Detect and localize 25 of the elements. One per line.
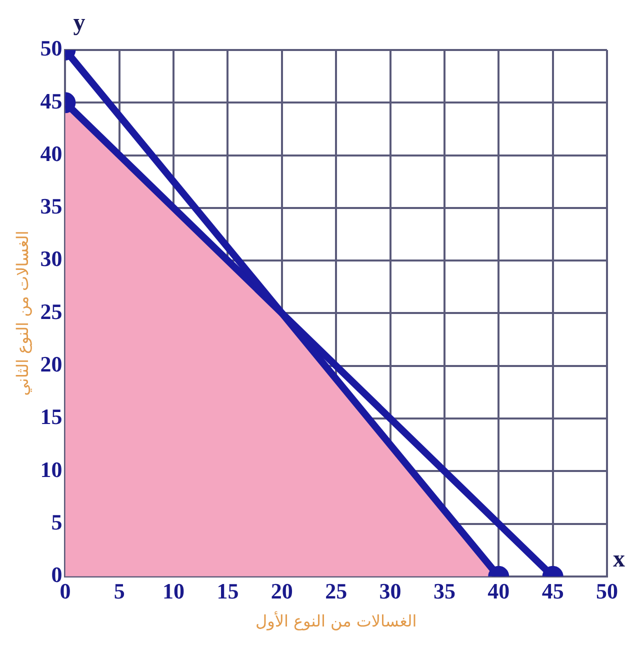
y-tick-label: 35 <box>40 194 62 219</box>
y-axis-title: الغسالات من النوع الثاني <box>12 230 32 396</box>
y-tick-label: 20 <box>40 352 62 377</box>
x-tick-label: 15 <box>216 578 239 604</box>
x-tick-label: 50 <box>596 578 618 604</box>
y-tick-label: 10 <box>40 456 62 482</box>
y-tick-label: 40 <box>40 140 62 166</box>
x-tick-label: 5 <box>114 578 125 604</box>
x-tick-label: 20 <box>270 578 293 604</box>
y-tick-label: 45 <box>40 88 62 114</box>
y-tick-label: 5 <box>51 509 62 534</box>
y-tick-label: 50 <box>40 36 62 61</box>
x-tick-label: 35 <box>433 578 456 604</box>
y-tick-label: 30 <box>40 246 62 272</box>
x-tick-label: 25 <box>325 578 348 604</box>
x-tick-label: 30 <box>379 578 402 604</box>
y-tick-label: 0 <box>51 562 62 588</box>
x-axis-title: الغسالات من النوع الأول <box>255 610 417 631</box>
text: y <box>73 10 86 36</box>
y-tick-label: 25 <box>40 298 62 324</box>
x-tick-label: 45 <box>542 578 564 604</box>
x-tick-label: 10 <box>162 578 185 604</box>
y-tick-label: 15 <box>40 404 62 430</box>
x-tick-label: 40 <box>488 578 510 604</box>
text: x <box>613 546 625 573</box>
